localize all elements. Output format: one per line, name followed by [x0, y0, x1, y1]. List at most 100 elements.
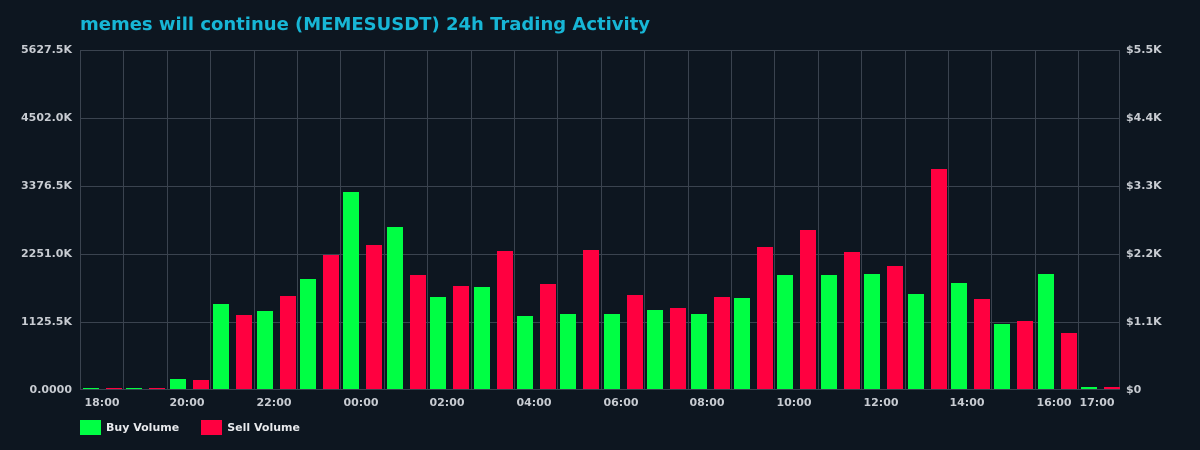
buy-volume-bar[interactable]: [734, 298, 750, 389]
legend-item-sell[interactable]: Sell Volume: [201, 420, 300, 435]
legend-swatch: [201, 420, 223, 435]
left-tick-label: 1125.5K: [21, 315, 72, 328]
v-gridline: [644, 50, 646, 389]
legend-swatch: [80, 420, 101, 435]
sell-volume-bar[interactable]: [323, 255, 339, 389]
buy-volume-bar[interactable]: [213, 304, 230, 389]
sell-volume-bar[interactable]: [192, 380, 209, 389]
h-gridline: [81, 118, 1120, 119]
x-tick-label: 02:00: [429, 396, 465, 409]
x-tick-label: 17:00: [1079, 396, 1115, 409]
buy-volume-bar[interactable]: [560, 314, 577, 389]
buy-volume-bar[interactable]: [126, 388, 143, 389]
sell-volume-bar[interactable]: [800, 230, 817, 389]
h-gridline: [81, 50, 1120, 51]
sell-volume-bar[interactable]: [1060, 333, 1077, 389]
x-tick-label: 20:00: [169, 396, 205, 409]
buy-volume-bar[interactable]: [430, 296, 447, 389]
buy-volume-bar[interactable]: [473, 287, 490, 389]
x-tick-label: 04:00: [516, 396, 552, 409]
v-gridline: [514, 50, 515, 389]
x-tick-label: 18:00: [84, 396, 120, 409]
v-gridline: [166, 50, 168, 389]
buy-volume-bar[interactable]: [994, 324, 1011, 389]
x-tick-label: 12:00: [863, 396, 899, 409]
sell-volume-bar[interactable]: [843, 252, 860, 389]
v-gridline: [904, 50, 906, 389]
h-gridline: [81, 186, 1120, 187]
buy-volume-bar[interactable]: [83, 388, 99, 389]
sell-volume-bar[interactable]: [106, 388, 122, 389]
h-gridline: [81, 322, 1120, 323]
buy-volume-bar[interactable]: [864, 274, 881, 389]
buy-volume-bar[interactable]: [777, 275, 794, 389]
buy-volume-bar[interactable]: [603, 314, 620, 389]
legend: Buy Volume Sell Volume: [80, 420, 300, 435]
v-gridline: [253, 50, 255, 389]
x-tick-label: 14:00: [949, 396, 985, 409]
buy-volume-bar[interactable]: [169, 379, 186, 389]
sell-volume-bar[interactable]: [496, 251, 513, 389]
sell-volume-bar[interactable]: [366, 245, 383, 389]
sell-volume-bar[interactable]: [1017, 321, 1034, 389]
buy-volume-bar[interactable]: [1037, 274, 1054, 389]
sell-volume-bar[interactable]: [887, 266, 904, 389]
x-tick-label: 22:00: [256, 396, 292, 409]
sell-volume-bar[interactable]: [930, 169, 947, 389]
h-gridline: [81, 254, 1120, 255]
legend-label: Buy Volume: [106, 421, 180, 434]
v-gridline: [600, 50, 602, 389]
sell-volume-bar[interactable]: [757, 247, 773, 389]
sell-volume-bar[interactable]: [626, 295, 643, 389]
v-gridline: [774, 50, 776, 389]
buy-volume-bar[interactable]: [517, 316, 533, 389]
x-tick-label: 06:00: [603, 396, 639, 409]
buy-volume-bar[interactable]: [820, 275, 837, 389]
right-tick-label: $0: [1126, 383, 1142, 396]
legend-label: Sell Volume: [227, 421, 300, 434]
sell-volume-bar[interactable]: [236, 315, 253, 389]
left-tick-label: 2251.0K: [21, 247, 72, 260]
v-gridline: [991, 50, 993, 389]
legend-item-buy[interactable]: Buy Volume: [80, 420, 179, 435]
v-gridline: [210, 50, 212, 389]
buy-volume-bar[interactable]: [690, 314, 707, 389]
v-gridline: [817, 50, 819, 389]
sell-volume-bar[interactable]: [453, 286, 470, 389]
sell-volume-bar[interactable]: [149, 388, 166, 389]
buy-volume-bar[interactable]: [647, 310, 664, 389]
buy-volume-bar[interactable]: [343, 192, 360, 389]
right-tick-label: $3.3K: [1126, 179, 1162, 192]
plot-area: [80, 50, 1121, 390]
buy-volume-bar[interactable]: [1081, 387, 1098, 389]
v-gridline: [557, 50, 559, 389]
buy-volume-bar[interactable]: [300, 278, 316, 389]
buy-volume-bar[interactable]: [386, 227, 403, 389]
v-gridline: [1078, 50, 1080, 389]
v-gridline: [383, 50, 385, 389]
v-gridline: [731, 50, 732, 389]
chart-title: memes will continue (MEMESUSDT) 24h Trad…: [80, 14, 651, 35]
sell-volume-bar[interactable]: [1104, 387, 1121, 389]
left-tick-label: 3376.5K: [21, 179, 72, 192]
sell-volume-bar[interactable]: [713, 296, 730, 389]
sell-volume-bar[interactable]: [540, 284, 556, 389]
sell-volume-bar[interactable]: [974, 298, 990, 389]
v-gridline: [1119, 50, 1120, 389]
sell-volume-bar[interactable]: [409, 275, 426, 389]
v-gridline: [123, 50, 125, 389]
x-tick-label: 10:00: [776, 396, 812, 409]
buy-volume-bar[interactable]: [907, 294, 924, 389]
buy-volume-bar[interactable]: [951, 283, 967, 389]
v-gridline: [340, 50, 342, 389]
sell-volume-bar[interactable]: [670, 307, 687, 389]
x-tick-label: 16:00: [1036, 396, 1072, 409]
right-tick-label: $5.5K: [1126, 43, 1162, 56]
sell-volume-bar[interactable]: [279, 296, 296, 389]
buy-volume-bar[interactable]: [256, 311, 273, 389]
sell-volume-bar[interactable]: [583, 250, 600, 389]
v-gridline: [427, 50, 429, 389]
right-tick-label: $2.2K: [1126, 247, 1162, 260]
right-tick-label: $4.4K: [1126, 111, 1162, 124]
left-tick-label: 0.0000: [29, 383, 72, 396]
